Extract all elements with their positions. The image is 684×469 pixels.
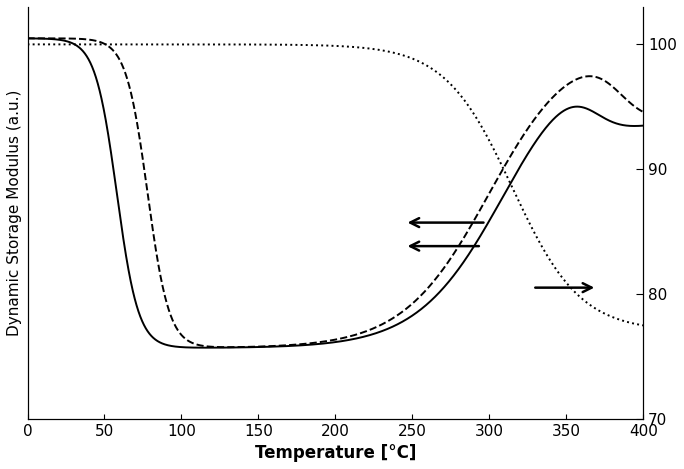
Y-axis label: Dynamic Storage Modulus (a.u.): Dynamic Storage Modulus (a.u.) [7,90,22,336]
X-axis label: Temperature [°C]: Temperature [°C] [254,444,416,462]
